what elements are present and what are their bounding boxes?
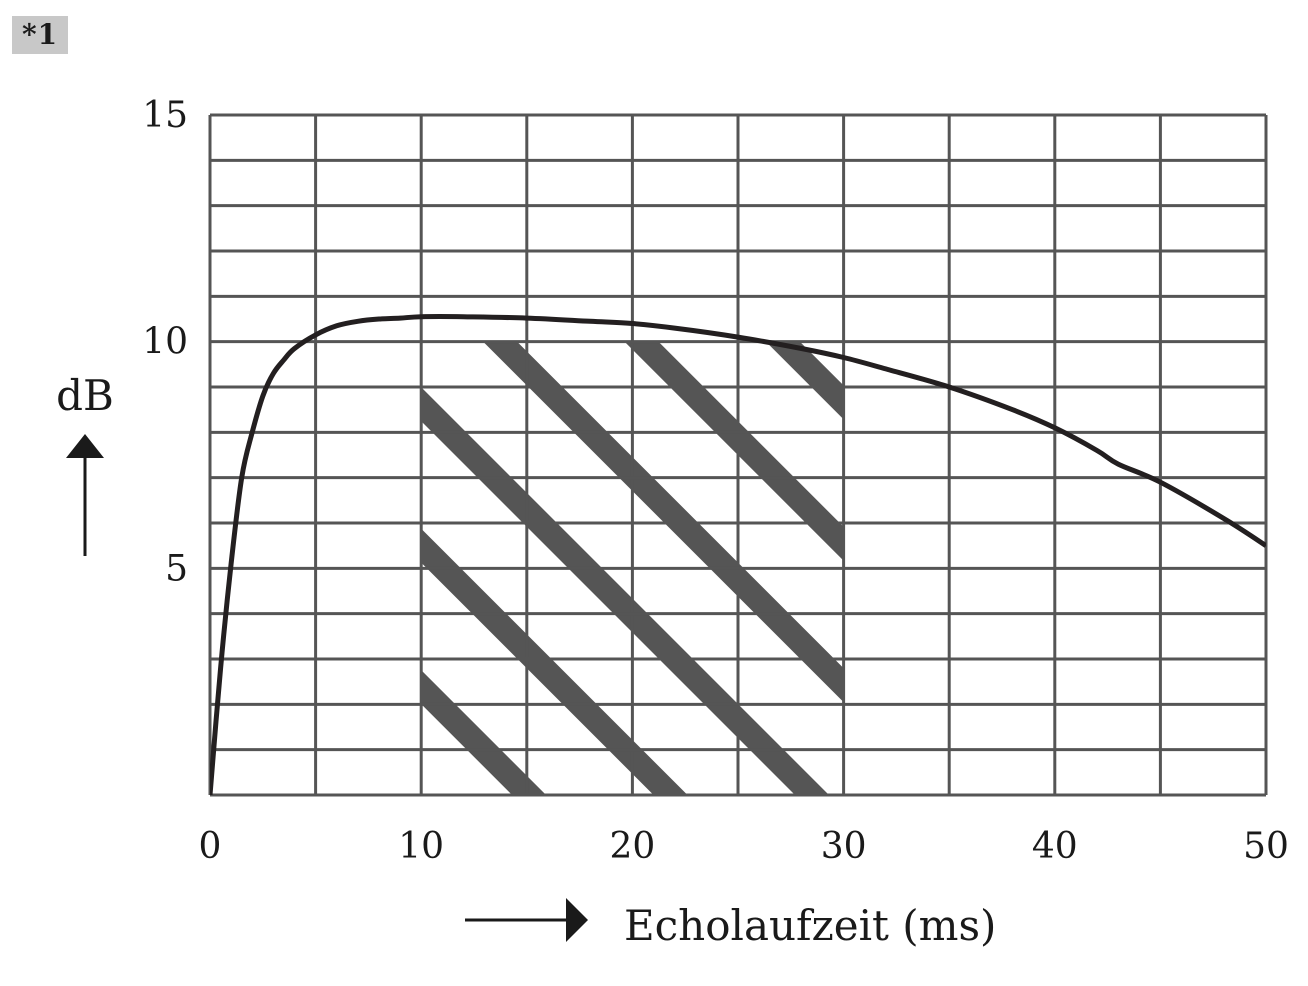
x-axis-arrow-icon (566, 898, 588, 942)
series-line (210, 314, 1266, 795)
x-tick-label: 40 (1032, 826, 1078, 867)
y-axis-title: dB (56, 371, 114, 420)
x-tick-label: 20 (609, 826, 655, 867)
tick-labels: 0 10 20 30 40 50 5 10 15 (142, 95, 1289, 867)
x-tick-label: 0 (199, 826, 222, 867)
y-tick-label: 15 (142, 95, 188, 136)
x-tick-label: 10 (398, 826, 444, 867)
chart-grid (208, 113, 1268, 797)
y-tick-label: 5 (165, 548, 188, 589)
y-axis-arrow-icon (66, 434, 104, 458)
section-badge: *1 (12, 16, 68, 54)
curve-layer (210, 314, 1266, 795)
x-tick-label: 50 (1243, 826, 1289, 867)
x-axis-title: Echolaufzeit (ms) (624, 901, 996, 950)
y-tick-label: 10 (142, 322, 188, 363)
x-tick-label: 30 (821, 826, 867, 867)
